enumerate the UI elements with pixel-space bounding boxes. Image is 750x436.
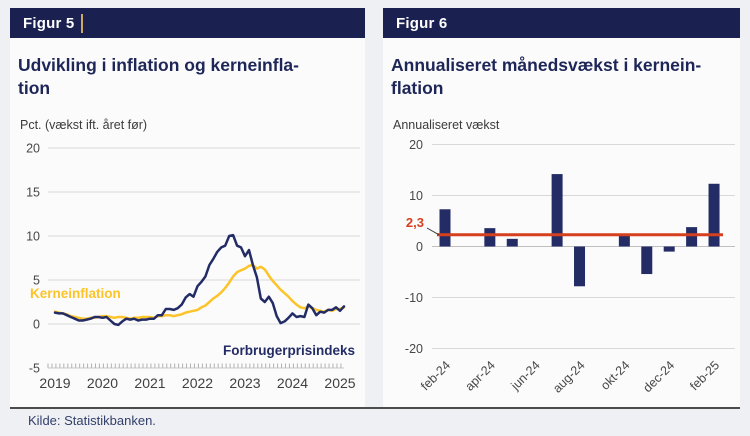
- figur5-title-line2: tion: [18, 78, 51, 99]
- svg-text:20: 20: [409, 138, 423, 152]
- svg-text:2023: 2023: [229, 375, 260, 391]
- svg-text:2019: 2019: [39, 375, 70, 391]
- svg-text:0: 0: [416, 240, 423, 254]
- figur6-title-line1: Annualiseret månedsvækst i kernein-: [391, 55, 702, 75]
- core-inflation-bar-chart: 20 10 0 -10 -20 2,3 feb-24 apr-24 jun-24 aug-24 ok…: [405, 138, 735, 396]
- figur6-panel: Figur 6 Annualiseret månedsvækst i kerne…: [383, 8, 740, 408]
- figur5-unit-label: Pct. (vækst ift. året før): [20, 118, 148, 132]
- svg-text:-20: -20: [405, 342, 423, 356]
- svg-text:-5: -5: [29, 362, 40, 376]
- forbrugerprisindeks-series-label: Forbrugerprisindeks: [222, 343, 355, 358]
- figur5-title: Udvikling i inflation og kerneinfla-tion: [18, 54, 359, 100]
- svg-text:2022: 2022: [182, 375, 213, 391]
- svg-text:2020: 2020: [87, 375, 118, 391]
- figur5-panel: Figur 5 Udvikling i inflation og kernein…: [10, 8, 365, 408]
- divider-rule: [10, 407, 740, 409]
- svg-text:jun-24: jun-24: [508, 358, 543, 393]
- svg-text:0: 0: [33, 318, 40, 332]
- text-cursor: [81, 13, 84, 33]
- svg-text:apr-24: apr-24: [463, 358, 498, 393]
- svg-text:aug-24: aug-24: [550, 358, 587, 395]
- svg-text:2,3: 2,3: [406, 215, 424, 230]
- svg-text:2024: 2024: [277, 375, 308, 391]
- figur5-title-line1: Udvikling i inflation og kerneinfla-: [18, 55, 299, 75]
- svg-text:dec-24: dec-24: [640, 358, 677, 395]
- figur6-tagbar: Figur 6: [383, 8, 740, 38]
- svg-text:2021: 2021: [134, 375, 165, 391]
- svg-text:10: 10: [26, 230, 40, 244]
- svg-text:20: 20: [26, 142, 40, 156]
- kerneinflation-series-label: Kerneinflation: [30, 286, 121, 301]
- figur6-title-line2: flation: [391, 78, 444, 99]
- figur5-tagbar: Figur 5: [10, 8, 365, 38]
- svg-text:15: 15: [26, 186, 40, 200]
- svg-text:2025: 2025: [324, 375, 355, 391]
- svg-text:feb-24: feb-24: [418, 358, 453, 393]
- figur6-tag-label: Figur 6: [396, 14, 448, 32]
- svg-text:okt-24: okt-24: [598, 358, 632, 392]
- source-note: Kilde: Statistikbanken.: [28, 413, 156, 428]
- svg-text:5: 5: [33, 274, 40, 288]
- figur5-tag-label: Figur 5: [23, 14, 75, 32]
- svg-text:feb-25: feb-25: [687, 358, 722, 393]
- svg-text:10: 10: [409, 189, 423, 203]
- figur6-unit-label: Annualiseret vækst: [393, 118, 500, 132]
- figur6-title: Annualiseret månedsvækst i kernein-flati…: [391, 54, 734, 100]
- svg-text:-10: -10: [405, 291, 423, 305]
